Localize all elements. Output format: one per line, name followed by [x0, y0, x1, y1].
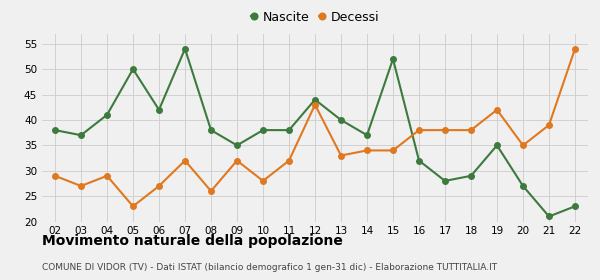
Decessi	[337, 154, 344, 157]
Decessi	[415, 129, 422, 132]
Decessi	[208, 189, 215, 193]
Nascite	[467, 174, 475, 178]
Nascite	[337, 118, 344, 122]
Nascite	[286, 129, 293, 132]
Line: Decessi: Decessi	[52, 46, 578, 209]
Nascite	[389, 57, 397, 61]
Nascite	[233, 144, 241, 147]
Nascite	[493, 144, 500, 147]
Decessi	[389, 149, 397, 152]
Decessi	[286, 159, 293, 162]
Decessi	[442, 129, 449, 132]
Decessi	[364, 149, 371, 152]
Nascite	[103, 113, 110, 116]
Legend: Nascite, Decessi: Nascite, Decessi	[246, 6, 384, 29]
Decessi	[52, 174, 59, 178]
Decessi	[181, 159, 188, 162]
Nascite	[208, 129, 215, 132]
Decessi	[311, 103, 319, 106]
Decessi	[520, 144, 527, 147]
Nascite	[77, 134, 85, 137]
Nascite	[155, 108, 163, 111]
Text: COMUNE DI VIDOR (TV) - Dati ISTAT (bilancio demografico 1 gen-31 dic) - Elaboraz: COMUNE DI VIDOR (TV) - Dati ISTAT (bilan…	[42, 263, 497, 272]
Line: Nascite: Nascite	[52, 46, 578, 219]
Decessi	[493, 108, 500, 111]
Text: Movimento naturale della popolazione: Movimento naturale della popolazione	[42, 234, 343, 248]
Decessi	[259, 179, 266, 183]
Nascite	[520, 184, 527, 188]
Decessi	[103, 174, 110, 178]
Nascite	[259, 129, 266, 132]
Nascite	[364, 134, 371, 137]
Decessi	[233, 159, 241, 162]
Nascite	[130, 67, 137, 71]
Decessi	[467, 129, 475, 132]
Decessi	[545, 123, 553, 127]
Nascite	[311, 98, 319, 101]
Decessi	[155, 184, 163, 188]
Nascite	[415, 159, 422, 162]
Nascite	[442, 179, 449, 183]
Nascite	[52, 129, 59, 132]
Nascite	[181, 47, 188, 50]
Decessi	[77, 184, 85, 188]
Nascite	[545, 215, 553, 218]
Nascite	[571, 205, 578, 208]
Decessi	[130, 205, 137, 208]
Decessi	[571, 47, 578, 50]
